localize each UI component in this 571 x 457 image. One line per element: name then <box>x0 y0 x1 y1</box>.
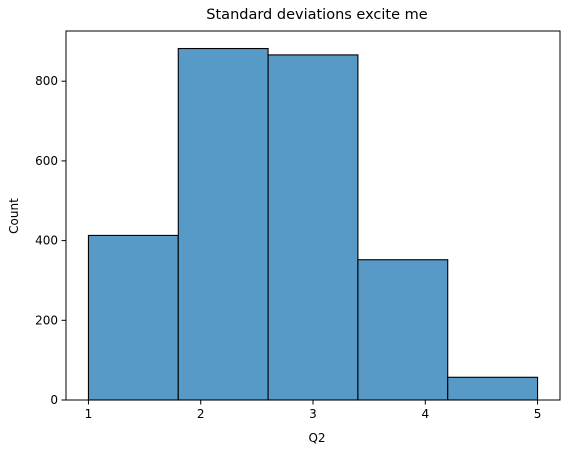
x-tick-label: 1 <box>85 407 93 421</box>
histogram-bar <box>87 234 179 401</box>
y-axis-label: Count <box>7 198 21 234</box>
x-tick-label: 3 <box>309 407 317 421</box>
x-tick-label: 2 <box>197 407 205 421</box>
y-tick-label: 200 <box>35 313 58 327</box>
histogram-bar <box>267 54 359 401</box>
y-tick-label: 400 <box>35 234 58 248</box>
axes-layer: 1 2 3 4 5 0 200 400 600 800 <box>35 30 561 421</box>
y-tick-label: 800 <box>35 74 58 88</box>
y-tick-label: 0 <box>50 393 58 407</box>
x-axis-label: Q2 <box>308 431 325 445</box>
bars-layer <box>87 47 539 401</box>
x-tick-label: 5 <box>534 407 542 421</box>
chart-title: Standard deviations excite me <box>206 7 427 23</box>
histogram-bar <box>447 376 539 401</box>
x-tick-label: 4 <box>421 407 429 421</box>
y-tick-label: 600 <box>35 154 58 168</box>
histogram-bar <box>357 259 449 401</box>
histogram-bar <box>177 47 269 401</box>
